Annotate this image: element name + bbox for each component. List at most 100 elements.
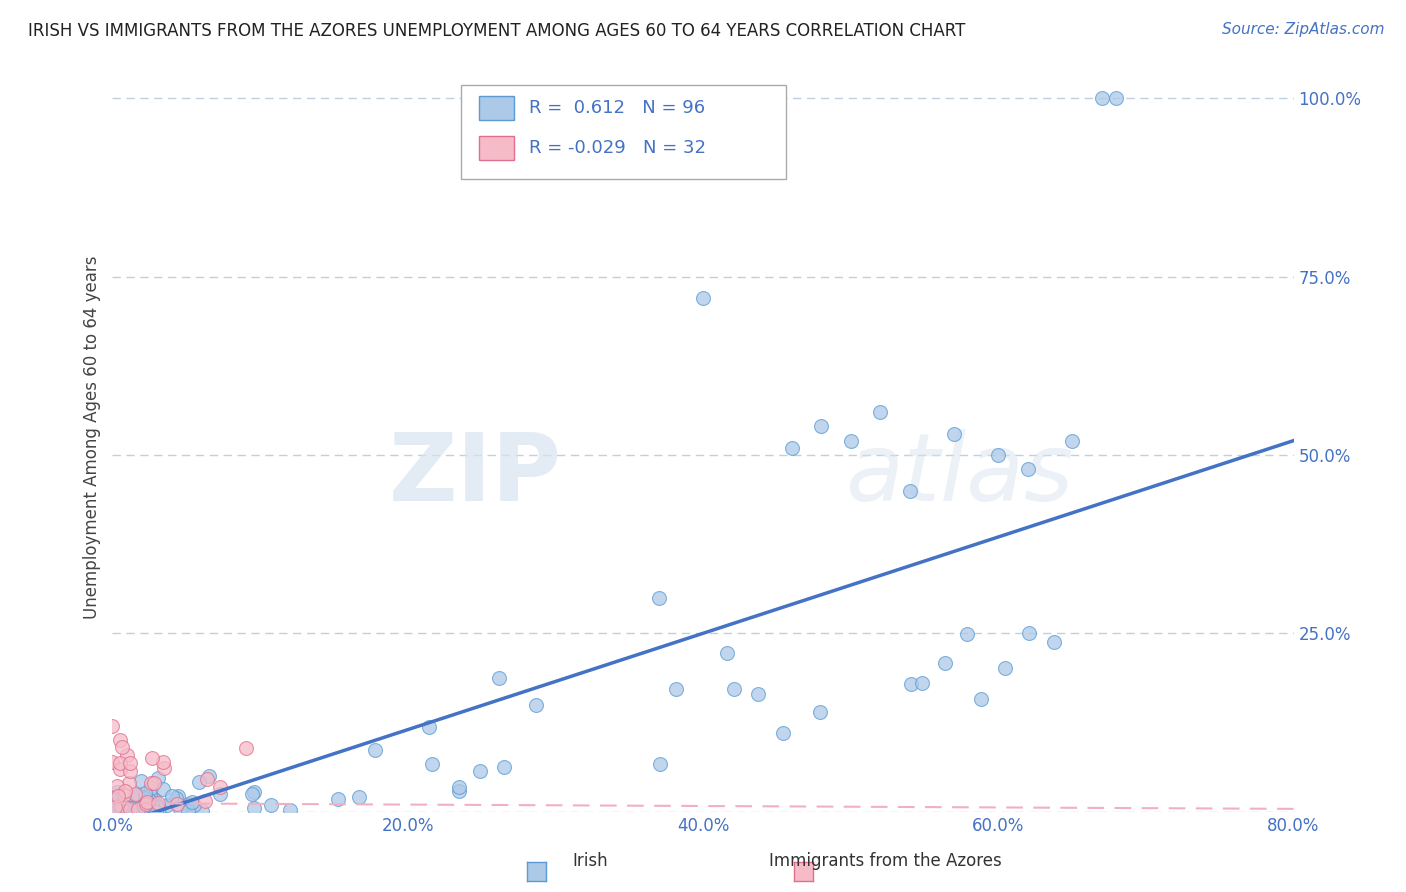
Point (139, 781, 162, 796)
Point (1105, 91, 1128, 105)
Point (114, 784, 136, 798)
Text: Irish: Irish (572, 852, 609, 870)
Point (129, 789, 152, 803)
Point (1091, 91, 1114, 105)
Point (176, 804, 198, 818)
Point (259, 798, 281, 813)
Point (121, 801, 143, 815)
Point (141, 776, 163, 790)
Point (117, 747, 138, 762)
Point (124, 805, 146, 819)
Point (911, 676, 934, 690)
Point (194, 794, 217, 808)
Point (1062, 434, 1084, 448)
Point (128, 803, 150, 817)
Point (152, 782, 174, 797)
Point (120, 756, 142, 771)
Point (278, 803, 301, 817)
Point (105, 779, 128, 793)
Point (141, 751, 163, 765)
Point (152, 755, 174, 769)
Point (240, 787, 263, 801)
Point (120, 801, 142, 815)
Point (243, 785, 266, 799)
Point (121, 797, 143, 812)
Point (142, 792, 165, 806)
Point (117, 776, 139, 790)
Point (142, 795, 165, 809)
Point (810, 419, 832, 434)
Point (146, 772, 169, 786)
Point (181, 795, 204, 809)
Point (235, 741, 257, 756)
FancyBboxPatch shape (478, 136, 515, 160)
Point (112, 798, 135, 813)
Point (183, 798, 205, 813)
Text: R =  0.612   N = 96: R = 0.612 N = 96 (530, 99, 706, 117)
Point (112, 788, 135, 802)
Point (987, 448, 1010, 462)
Point (145, 799, 167, 814)
Point (665, 682, 688, 697)
Point (110, 756, 132, 770)
Point (1042, 635, 1064, 649)
Point (524, 698, 547, 712)
Point (105, 805, 128, 819)
Point (104, 800, 127, 814)
Point (326, 792, 349, 806)
Point (839, 434, 862, 448)
Point (115, 803, 138, 817)
Point (138, 793, 160, 807)
Point (209, 780, 232, 794)
Point (197, 769, 219, 783)
Point (101, 755, 124, 769)
Point (111, 740, 134, 755)
Point (747, 687, 769, 701)
Text: IRISH VS IMMIGRANTS FROM THE AZORES UNEMPLOYMENT AMONG AGES 60 TO 64 YEARS CORRE: IRISH VS IMMIGRANTS FROM THE AZORES UNEM… (28, 22, 966, 40)
Point (156, 797, 179, 812)
Point (117, 800, 139, 814)
Point (129, 773, 152, 788)
Point (1018, 626, 1040, 640)
Point (105, 784, 128, 798)
Point (105, 804, 128, 818)
Point (647, 591, 671, 605)
Point (447, 780, 470, 794)
Point (103, 790, 125, 805)
Point (134, 786, 156, 800)
Point (195, 772, 218, 786)
Point (141, 798, 163, 813)
Point (420, 757, 443, 772)
Point (110, 798, 132, 813)
Point (166, 797, 188, 811)
Point (136, 797, 159, 812)
Point (127, 788, 149, 802)
Point (134, 798, 156, 813)
Point (115, 797, 138, 811)
Point (898, 483, 921, 498)
Point (107, 789, 129, 803)
Point (132, 800, 155, 814)
Point (347, 790, 370, 805)
Point (418, 720, 440, 734)
Point (169, 802, 191, 816)
Y-axis label: Unemployment Among Ages 60 to 64 years: Unemployment Among Ages 60 to 64 years (83, 255, 101, 619)
Text: Source: ZipAtlas.com: Source: ZipAtlas.com (1222, 22, 1385, 37)
Point (138, 788, 160, 802)
Point (934, 656, 956, 670)
Text: Immigrants from the Azores: Immigrants from the Azores (769, 852, 1002, 870)
Point (994, 661, 1017, 675)
Point (108, 733, 131, 747)
Point (716, 646, 738, 660)
Point (148, 796, 170, 810)
Point (970, 692, 993, 706)
Point (492, 760, 515, 774)
Point (955, 627, 977, 641)
Point (153, 761, 176, 775)
Point (148, 800, 170, 814)
Point (135, 791, 157, 805)
Point (124, 787, 146, 801)
Point (134, 790, 156, 805)
Point (772, 726, 794, 740)
Point (101, 719, 124, 733)
